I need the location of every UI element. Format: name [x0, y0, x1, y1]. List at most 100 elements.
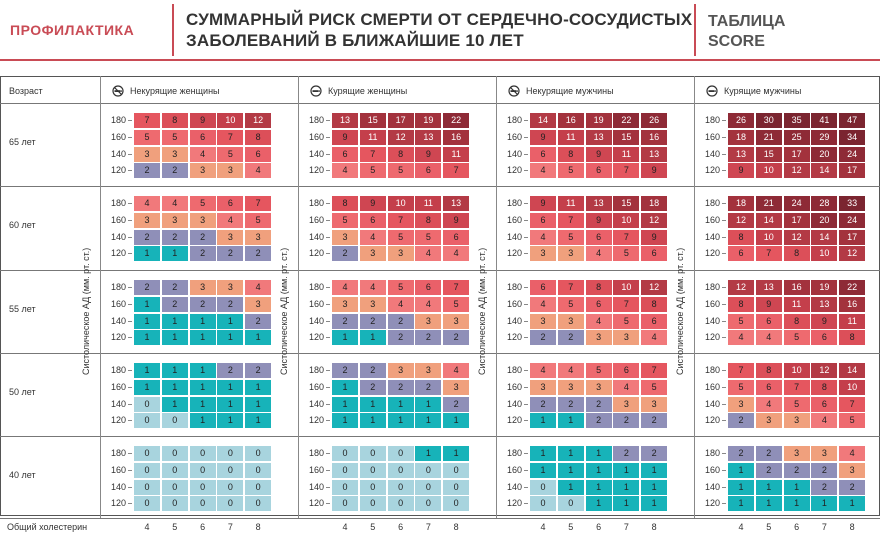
risk-cell: 0 — [161, 446, 188, 461]
bp-label: 140 — [506, 481, 522, 492]
risk-cell: 0 — [359, 496, 386, 512]
bp-tick — [128, 469, 132, 471]
bp-tick — [524, 253, 528, 255]
risk-cell: 2 — [728, 446, 754, 461]
risk-cell: 3 — [189, 212, 216, 228]
bp-label: 140 — [110, 398, 126, 409]
cholesterol-tick-label: 5 — [568, 522, 574, 532]
bp-tick — [326, 503, 330, 505]
page-header: ПРОФИЛАКТИКА СУММАРНЫЙ РИСК СМЕРТИ ОТ СЕ… — [0, 0, 880, 61]
risk-cell: 3 — [189, 163, 216, 179]
risk-cell: 3 — [161, 146, 188, 162]
risk-cell: 5 — [387, 280, 414, 295]
bp-tick — [128, 403, 132, 405]
risk-cell: 1 — [755, 496, 782, 512]
risk-cell: 5 — [217, 146, 244, 162]
risk-cell: 9 — [359, 196, 386, 211]
risk-cell: 1 — [189, 379, 216, 395]
risk-cell: 3 — [613, 330, 640, 346]
risk-cell: 2 — [245, 313, 272, 329]
risk-cell: 24 — [783, 196, 810, 211]
risk-cell: 4 — [839, 446, 866, 461]
risk-cell: 0 — [415, 462, 442, 478]
risk-cell: 5 — [783, 330, 810, 346]
risk-cell: 2 — [161, 163, 188, 179]
risk-cell: 13 — [332, 113, 358, 128]
bp-tick — [524, 136, 528, 138]
cholesterol-tick-label: 6 — [596, 522, 602, 532]
risk-cell: 5 — [134, 129, 160, 145]
bp-tick — [128, 287, 132, 288]
risk-cell: 2 — [387, 330, 414, 346]
risk-cell: 7 — [557, 212, 584, 228]
risk-cell: 17 — [387, 113, 414, 128]
risk-cell: 1 — [557, 479, 584, 495]
risk-cell: 1 — [189, 396, 216, 412]
risk-cell: 7 — [613, 163, 640, 179]
bp-label: 180 — [506, 115, 522, 125]
risk-cell: 8 — [332, 196, 358, 211]
risk-cell: 34 — [839, 129, 866, 145]
risk-cell: 2 — [557, 396, 584, 412]
risk-cell: 16 — [443, 129, 470, 145]
bp-tick — [524, 403, 528, 405]
bp-label: 160 — [704, 381, 720, 392]
risk-cell: 19 — [415, 113, 442, 128]
risk-cell: 12 — [641, 212, 668, 228]
risk-cell: 0 — [189, 446, 216, 461]
risk-cell: 0 — [161, 413, 188, 429]
bp-tick — [128, 370, 132, 371]
bp-label: 120 — [506, 415, 522, 426]
risk-cell: 24 — [839, 212, 866, 228]
risk-cell: 10 — [783, 363, 810, 378]
risk-cell: 6 — [245, 146, 272, 162]
bp-axis-label: Систолическое АД (мм. рт. ст.) — [81, 247, 91, 375]
bp-tick — [326, 486, 330, 488]
risk-cell: 4 — [811, 413, 838, 429]
risk-cell: 2 — [387, 313, 414, 329]
bp-tick — [524, 287, 528, 288]
bp-tick — [326, 153, 330, 155]
risk-cell: 10 — [811, 246, 838, 262]
risk-cell: 3 — [811, 446, 838, 461]
risk-cell: 6 — [585, 229, 612, 245]
bp-label: 120 — [110, 332, 126, 343]
risk-cell: 1 — [332, 330, 358, 346]
risk-cell: 3 — [245, 296, 272, 312]
bp-tick — [326, 469, 330, 471]
risk-cell: 6 — [728, 246, 754, 262]
risk-cell: 10 — [755, 163, 782, 179]
bp-label: 160 — [110, 298, 126, 309]
risk-cell: 10 — [613, 280, 640, 295]
risk-cell: 2 — [217, 296, 244, 312]
cholesterol-tick-label: 7 — [623, 522, 629, 532]
group-header: Курящие мужчины — [724, 86, 802, 96]
risk-cell: 6 — [530, 212, 556, 228]
risk-cell: 0 — [217, 446, 244, 461]
risk-cell: 16 — [839, 296, 866, 312]
risk-cell: 26 — [641, 113, 668, 128]
risk-cell: 11 — [783, 296, 810, 312]
bp-label: 180 — [704, 198, 720, 208]
risk-cell: 13 — [755, 280, 782, 295]
risk-cell: 5 — [557, 229, 584, 245]
cholesterol-tick-label: 8 — [255, 522, 261, 532]
risk-cell: 9 — [585, 212, 612, 228]
bp-label: 120 — [308, 248, 324, 259]
risk-cell: 1 — [443, 446, 470, 461]
risk-cell: 1 — [217, 313, 244, 329]
risk-cell: 0 — [530, 496, 556, 512]
risk-cell: 1 — [161, 363, 188, 378]
risk-cell: 0 — [134, 462, 160, 478]
bp-tick — [326, 420, 330, 422]
bp-tick — [722, 219, 726, 221]
risk-cell: 1 — [245, 379, 272, 395]
bp-label: 120 — [704, 332, 720, 343]
risk-cell: 3 — [332, 229, 358, 245]
risk-cell: 4 — [557, 363, 584, 378]
risk-cell: 1 — [415, 413, 442, 429]
risk-cell: 1 — [161, 313, 188, 329]
risk-cell: 2 — [359, 363, 386, 378]
risk-cell: 3 — [415, 363, 442, 378]
risk-cell: 12 — [783, 163, 810, 179]
